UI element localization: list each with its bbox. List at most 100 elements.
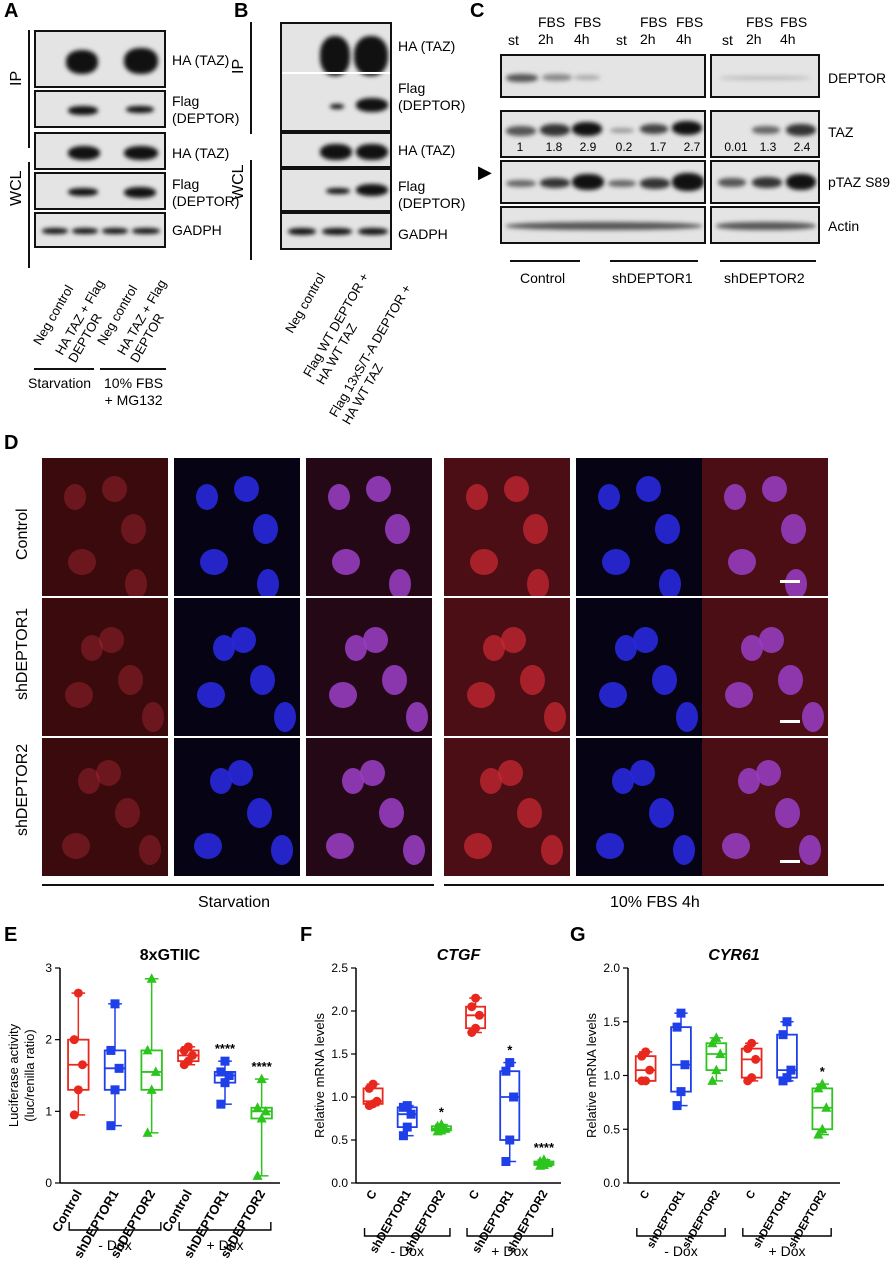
data-point bbox=[645, 1065, 655, 1075]
ip-bracket-b bbox=[250, 22, 252, 134]
data-point bbox=[142, 1127, 153, 1137]
data-point bbox=[711, 1064, 722, 1075]
nucleus bbox=[81, 635, 103, 661]
data-point bbox=[676, 1087, 686, 1097]
data-point bbox=[711, 1032, 722, 1042]
microscopy-tile bbox=[306, 598, 432, 736]
blot-c-taz-right bbox=[710, 110, 820, 158]
c-quant-5: 1.7 bbox=[649, 140, 667, 154]
nucleus bbox=[722, 833, 750, 859]
data-point bbox=[505, 1058, 515, 1068]
a-label-flag-deptor-ip: Flag (DEPTOR) bbox=[172, 93, 240, 126]
group-bracket bbox=[363, 1228, 451, 1237]
nucleus bbox=[541, 835, 563, 865]
nucleus bbox=[125, 569, 147, 596]
category-label: C bbox=[466, 1187, 483, 1202]
y-tick-label: 1.0 bbox=[603, 1069, 620, 1083]
nucleus bbox=[655, 514, 680, 544]
a-group-line-1 bbox=[34, 368, 94, 370]
nucleus bbox=[68, 549, 96, 575]
c-arrow-marker: ▶ bbox=[478, 162, 492, 182]
nucleus bbox=[96, 760, 121, 786]
nucleus bbox=[65, 682, 93, 708]
significance-label: * bbox=[439, 1105, 445, 1120]
category-label: Control bbox=[49, 1187, 85, 1235]
data-point bbox=[146, 1084, 157, 1094]
blot-b-ha-taz-wcl bbox=[280, 132, 392, 168]
microscopy-tile bbox=[444, 598, 570, 736]
data-point bbox=[467, 1002, 477, 1012]
c-quant-7: 0.01 bbox=[724, 140, 748, 154]
nucleus bbox=[464, 833, 492, 859]
microscopy-tile bbox=[702, 458, 828, 596]
nucleus bbox=[196, 484, 218, 510]
wcl-bracket-b bbox=[250, 160, 252, 260]
nucleus bbox=[523, 514, 548, 544]
data-point bbox=[106, 1045, 116, 1055]
chart-f: CTGF 0.0 0.5 1.0 1.5 2.0 2.5 Relative mRNA leve… bbox=[312, 947, 561, 1259]
microscopy-tile bbox=[444, 738, 570, 876]
c-quant-3: 2.9 bbox=[579, 140, 597, 154]
data-point bbox=[707, 1037, 718, 1048]
nucleus bbox=[228, 760, 253, 786]
data-point bbox=[402, 1101, 412, 1111]
panel-a-label: A bbox=[4, 0, 19, 22]
c-label-taz: TAZ bbox=[828, 124, 854, 140]
data-point bbox=[747, 1073, 757, 1083]
category-label: shDEPTOR2 bbox=[786, 1189, 829, 1251]
data-point bbox=[220, 1078, 230, 1088]
a-group-starvation: Starvation bbox=[28, 375, 92, 391]
data-point bbox=[224, 1071, 234, 1080]
data-point bbox=[106, 1121, 116, 1131]
significance-label: **** bbox=[534, 1140, 555, 1155]
nucleus bbox=[636, 476, 661, 502]
nucleus bbox=[778, 665, 803, 695]
y-tick-label: 2.0 bbox=[603, 961, 620, 975]
nucleus bbox=[762, 476, 787, 502]
scale-bar bbox=[780, 860, 800, 863]
nucleus bbox=[379, 798, 404, 828]
panel-e-label: E bbox=[4, 924, 18, 946]
c-lane-9: FBS 4h bbox=[780, 14, 808, 47]
data-point bbox=[216, 1099, 226, 1109]
nucleus bbox=[466, 484, 488, 510]
nucleus bbox=[483, 635, 505, 661]
data-point bbox=[220, 1056, 230, 1066]
scale-bar bbox=[780, 720, 800, 723]
nucleus bbox=[759, 627, 784, 653]
data-point bbox=[672, 1101, 682, 1111]
c-group-control: Control bbox=[520, 270, 566, 286]
y-tick-label: 0.5 bbox=[603, 1122, 620, 1136]
microscopy-grid bbox=[42, 458, 884, 878]
data-point bbox=[641, 1076, 651, 1086]
blot-a-flag-deptor-wcl bbox=[34, 172, 166, 210]
data-point bbox=[114, 1063, 124, 1073]
data-point bbox=[501, 1157, 511, 1166]
c-quant-6: 2.7 bbox=[683, 140, 701, 154]
nucleus bbox=[332, 549, 360, 575]
y-tick-label: 3 bbox=[45, 961, 52, 975]
blot-a-flag-deptor-ip bbox=[34, 90, 166, 128]
nucleus bbox=[599, 682, 627, 708]
data-point bbox=[260, 1105, 271, 1116]
wcl-side-label: WCL bbox=[8, 170, 25, 206]
data-point bbox=[813, 1129, 824, 1139]
c-lane-4: st bbox=[616, 32, 627, 48]
chart-title: CYR61 bbox=[708, 947, 760, 964]
c-quant-9: 2.4 bbox=[793, 140, 811, 154]
data-point bbox=[150, 1066, 161, 1076]
nucleus bbox=[210, 768, 232, 794]
b-label-gadph: GADPH bbox=[398, 226, 448, 242]
c-group-line-sh2 bbox=[720, 260, 816, 262]
chart-title: 8xGTIIC bbox=[140, 947, 201, 964]
c-quant-8: 1.3 bbox=[759, 140, 777, 154]
nucleus bbox=[652, 665, 677, 695]
significance-label: **** bbox=[215, 1041, 236, 1056]
data-point bbox=[398, 1131, 408, 1141]
y-tick-label: 0 bbox=[45, 1176, 52, 1190]
d-condition-fbs: 10% FBS 4h bbox=[610, 894, 700, 911]
wcl-bracket bbox=[28, 162, 30, 268]
nucleus bbox=[64, 484, 86, 510]
group-label: - Dox bbox=[98, 1237, 131, 1253]
nucleus bbox=[544, 702, 566, 732]
